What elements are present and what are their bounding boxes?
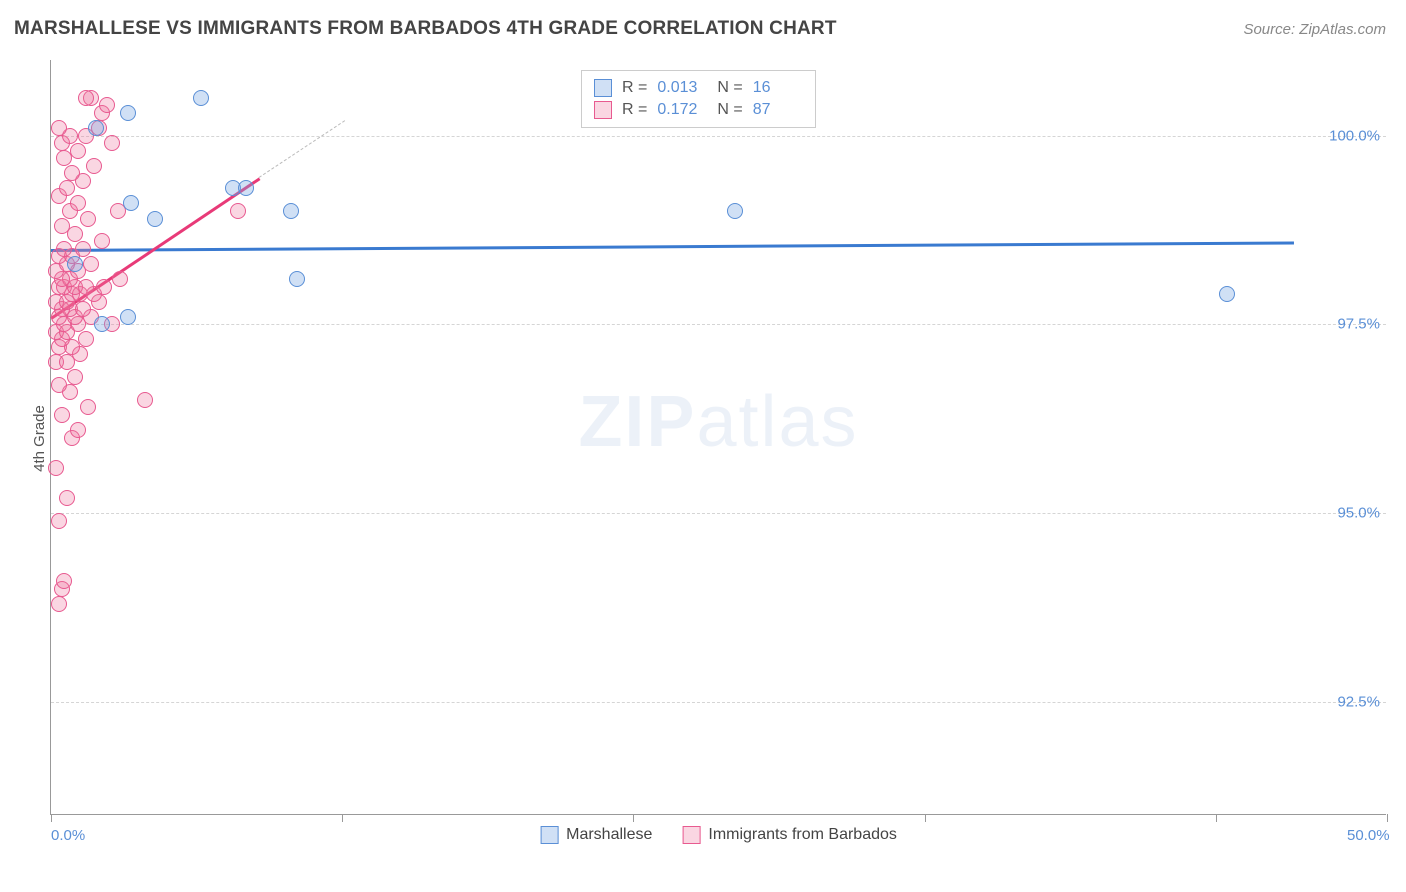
r-label-pink: R =	[622, 101, 647, 119]
chart-title: MARSHALLESE VS IMMIGRANTS FROM BARBADOS …	[14, 18, 837, 40]
data-point-blue	[1219, 286, 1235, 302]
data-point-pink	[51, 513, 67, 529]
data-point-pink	[75, 301, 91, 317]
y-tick-label: 95.0%	[1337, 505, 1380, 522]
legend-item-blue: Marshallese	[540, 826, 652, 844]
data-point-pink	[96, 279, 112, 295]
gridline-h	[51, 513, 1386, 514]
y-tick-label: 100.0%	[1329, 127, 1380, 144]
legend-label-blue: Marshallese	[566, 826, 652, 844]
data-point-pink	[70, 422, 86, 438]
regression-dash	[259, 120, 345, 177]
x-tick	[925, 814, 926, 822]
data-point-pink	[78, 331, 94, 347]
gridline-h	[51, 136, 1386, 137]
swatch-blue-icon	[594, 79, 612, 97]
data-point-blue	[120, 105, 136, 121]
r-value-blue: 0.013	[657, 79, 707, 97]
data-point-pink	[80, 399, 96, 415]
n-value-blue: 16	[753, 79, 803, 97]
data-point-blue	[289, 271, 305, 287]
data-point-pink	[51, 120, 67, 136]
x-tick-label: 50.0%	[1347, 827, 1390, 844]
chart-header: MARSHALLESE VS IMMIGRANTS FROM BARBADOS …	[0, 0, 1406, 48]
data-point-pink	[99, 97, 115, 113]
data-point-blue	[120, 309, 136, 325]
plot-area: ZIPatlas R = 0.013 N = 16 R = 0.172 N = …	[50, 60, 1386, 815]
data-point-pink	[94, 233, 110, 249]
watermark-zip: ZIP	[578, 382, 696, 462]
data-point-pink	[56, 241, 72, 257]
x-tick	[633, 814, 634, 822]
source-attribution: Source: ZipAtlas.com	[1243, 21, 1386, 38]
x-tick	[51, 814, 52, 822]
data-point-pink	[54, 407, 70, 423]
legend-swatch-pink-icon	[682, 826, 700, 844]
data-point-blue	[88, 120, 104, 136]
data-point-blue	[727, 203, 743, 219]
data-point-pink	[64, 165, 80, 181]
data-point-pink	[112, 271, 128, 287]
chart-container: 4th Grade ZIPatlas R = 0.013 N = 16 R = …	[14, 50, 1392, 870]
n-label-pink: N =	[717, 101, 742, 119]
watermark-atlas: atlas	[696, 382, 858, 462]
regression-line-blue	[51, 241, 1293, 251]
x-tick	[1216, 814, 1217, 822]
legend-swatch-blue-icon	[540, 826, 558, 844]
data-point-pink	[83, 256, 99, 272]
data-point-blue	[193, 90, 209, 106]
data-point-pink	[80, 211, 96, 227]
data-point-blue	[283, 203, 299, 219]
data-point-pink	[78, 90, 94, 106]
n-value-pink: 87	[753, 101, 803, 119]
data-point-pink	[78, 279, 94, 295]
data-point-pink	[75, 241, 91, 257]
data-point-blue	[94, 316, 110, 332]
gridline-h	[51, 702, 1386, 703]
x-tick	[342, 814, 343, 822]
data-point-pink	[70, 143, 86, 159]
data-point-pink	[59, 490, 75, 506]
r-label-blue: R =	[622, 79, 647, 97]
stats-row-blue: R = 0.013 N = 16	[594, 77, 803, 99]
stats-row-pink: R = 0.172 N = 87	[594, 99, 803, 121]
stats-legend: R = 0.013 N = 16 R = 0.172 N = 87	[581, 70, 816, 128]
data-point-pink	[104, 135, 120, 151]
data-point-blue	[123, 195, 139, 211]
data-point-pink	[59, 180, 75, 196]
data-point-pink	[51, 596, 67, 612]
x-tick	[1387, 814, 1388, 822]
data-point-pink	[137, 392, 153, 408]
x-tick-label: 0.0%	[51, 827, 85, 844]
legend-label-pink: Immigrants from Barbados	[708, 826, 897, 844]
y-tick-label: 92.5%	[1337, 693, 1380, 710]
data-point-pink	[230, 203, 246, 219]
data-point-pink	[54, 218, 70, 234]
swatch-pink-icon	[594, 101, 612, 119]
y-axis-label: 4th Grade	[31, 405, 48, 472]
gridline-h	[51, 324, 1386, 325]
data-point-pink	[51, 377, 67, 393]
data-point-pink	[48, 460, 64, 476]
data-point-pink	[56, 573, 72, 589]
y-tick-label: 97.5%	[1337, 316, 1380, 333]
data-point-pink	[86, 158, 102, 174]
n-label-blue: N =	[717, 79, 742, 97]
data-point-pink	[70, 195, 86, 211]
data-point-pink	[67, 369, 83, 385]
r-value-pink: 0.172	[657, 101, 707, 119]
series-legend: Marshallese Immigrants from Barbados	[540, 826, 897, 844]
legend-item-pink: Immigrants from Barbados	[682, 826, 897, 844]
watermark: ZIPatlas	[578, 381, 858, 463]
data-point-blue	[238, 180, 254, 196]
data-point-blue	[67, 256, 83, 272]
data-point-blue	[147, 211, 163, 227]
